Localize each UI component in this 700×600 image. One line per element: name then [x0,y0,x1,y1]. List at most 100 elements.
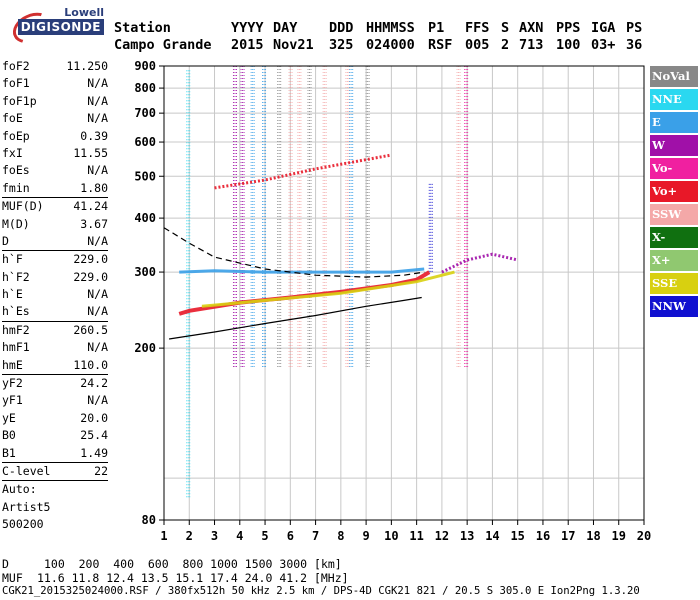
legend-item-w: W [650,135,698,156]
param-row: foF1p N/A [2,93,108,110]
logo-line2: DIGISONDE [17,19,104,35]
profile-curves [163,227,425,340]
legend-item-vo-: Vo+ [650,181,698,202]
param-value: 1.80 [80,180,108,195]
hdr-label-p1: P1 [428,20,445,36]
param-row: hmE 110.0 [2,357,108,374]
param-value: 25.4 [80,428,108,443]
hdr-value-p1: RSF [428,37,453,53]
param-row: hmF2 260.5 [2,322,108,339]
param-row: D N/A [2,233,108,250]
param-name: yF1 [2,393,23,408]
param-value: 229.0 [73,252,108,267]
param-row: yF2 24.2 [2,375,108,392]
y-tick-label: 800 [134,81,156,95]
hdr-value-pps: 100 [556,37,581,53]
x-tick-label: 3 [211,529,218,543]
param-name: hmF1 [2,340,30,355]
param-row: MUF(D) 41.24 [2,198,108,215]
param-row: yF1 N/A [2,392,108,409]
param-row: h`E N/A [2,286,108,303]
param-name: h`F [2,252,23,267]
hdr-value-hhmmss: 024000 [366,37,415,53]
hdr-value-station: Campo Grande [114,37,212,53]
param-separator [2,374,108,376]
param-name: foF2 [2,59,30,73]
param-separator [2,461,108,463]
legend-item-nne: NNE [650,89,698,110]
param-separator [2,197,108,199]
hdr-label-ps: PS [626,20,643,36]
trace-f-trace-e [179,267,425,274]
param-name: hmE [2,357,23,372]
param-separator [2,480,108,482]
hdr-value-iga: 03+ [591,37,616,53]
param-row: B0 25.4 [2,427,108,444]
param-row: foE N/A [2,110,108,127]
y-tick-label: 600 [134,135,156,149]
x-tick-label: 11 [409,529,423,543]
y-tick-label: 700 [134,106,156,120]
x-tick-label: 10 [384,529,398,543]
param-value: 0.39 [80,128,108,143]
echo-bands [186,66,469,498]
legend-item-vo-: Vo- [650,158,698,179]
param-row: fxI 11.55 [2,145,108,162]
param-name: h`F2 [2,269,30,284]
trace-oblique [214,153,392,190]
param-row: h`Es N/A [2,303,108,320]
param-row: yE 20.0 [2,410,108,427]
true-height-profile [169,296,422,340]
param-value: 41.24 [73,199,108,214]
param-value: 110.0 [73,357,108,372]
legend-item-ssw: SSW [650,204,698,225]
polarization-legend: NoVal NNE E W Vo- Vo+ SSW X- X+ SSE NNW [650,66,698,319]
param-name: foF1 [2,76,30,91]
param-row: h`F 229.0 [2,251,108,268]
legend-item-noval: NoVal [650,66,698,87]
legend-item-e: E [650,112,698,133]
param-name: foF1p [2,93,37,108]
param-name: MUF(D) [2,199,44,214]
param-value: 229.0 [73,269,108,284]
x-tick-label: 14 [485,529,499,543]
hdr-label-station: Station [114,20,171,36]
dist-label: D [2,557,9,571]
param-name: h`Es [2,304,30,319]
param-row: B1 1.49 [2,445,108,462]
footer-info: CGK21_2015325024000.RSF / 380fx512h 50 k… [2,585,640,597]
hdr-label-s: S [501,20,510,36]
param-value: 20.0 [80,410,108,425]
x-tick-label: 6 [287,529,294,543]
param-value: N/A [87,163,108,178]
y-tick-label: 300 [134,265,156,279]
clevel-name: C-level [2,463,51,478]
param-name: B0 [2,428,16,443]
hdr-label-ffs: FFS [465,20,490,36]
auto-line2: Artist5 [2,499,51,514]
hdr-label-yyyy: YYYY [231,20,264,36]
x-tick-label: 5 [261,529,268,543]
param-name: yF2 [2,376,23,391]
x-tick-label: 13 [460,529,474,543]
hdr-value-axn: 713 [519,37,544,53]
param-value: N/A [87,287,108,302]
param-value: 3.67 [80,216,108,231]
dist-values: 100 200 400 600 800 1000 1500 3000 [km] [44,557,342,571]
hdr-value-day: Nov21 [273,37,314,53]
y-tick-label: 500 [134,169,156,183]
clevel-value: 22 [94,463,108,478]
param-name: B1 [2,445,16,460]
param-value: N/A [87,93,108,108]
param-separator [2,250,108,252]
x-tick-label: 1 [160,529,167,543]
param-name: fxI [2,145,23,160]
y-tick-label: 80 [142,513,156,527]
hdr-value-ps: 36 [626,37,643,53]
x-tick-label: 15 [510,529,524,543]
echo-traces [178,153,519,316]
hdr-label-iga: IGA [591,20,616,36]
x-tick-label: 2 [186,529,193,543]
x-tick-label: 4 [236,529,243,543]
logo-line1: Lowell [64,6,104,19]
